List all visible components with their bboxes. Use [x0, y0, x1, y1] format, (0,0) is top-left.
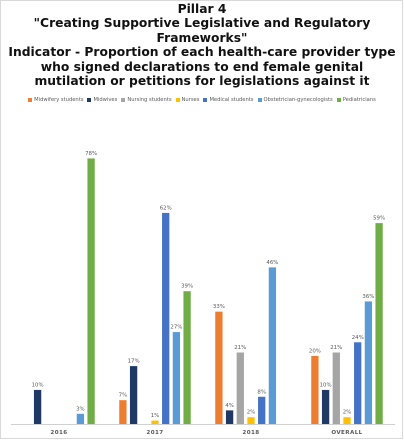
title-line-6: mutilation or petitions for legislations… [34, 74, 370, 89]
legend-label: Obstetrician-gynecologists [263, 97, 333, 103]
title-line-2: "Creating Supportive Legislative and Reg… [33, 16, 371, 31]
x-tick-label: 2017 [146, 430, 163, 436]
bar [311, 355, 319, 424]
bar [364, 301, 373, 424]
bar [258, 396, 266, 424]
legend-label: Nursing students [127, 97, 172, 103]
data-label: 7% [119, 393, 128, 399]
data-label: 10% [320, 382, 332, 388]
data-label: 17% [128, 359, 140, 365]
bar [332, 352, 340, 424]
data-label: 33% [213, 304, 225, 310]
data-label: 62% [160, 205, 172, 211]
data-label: 21% [330, 345, 342, 351]
bar [119, 400, 127, 424]
bar [236, 352, 244, 424]
bar [87, 158, 95, 424]
data-label: 2% [343, 410, 352, 416]
legend-swatch [336, 97, 341, 102]
data-label: 8% [257, 389, 266, 395]
bar [33, 389, 42, 424]
data-label: 2% [247, 410, 256, 416]
bar [321, 389, 330, 424]
legend-item: Midwives [87, 97, 117, 103]
bar [343, 417, 351, 424]
bar [129, 366, 138, 424]
legend-swatch [175, 97, 180, 102]
bar [183, 291, 191, 424]
bar [162, 212, 170, 424]
bar [268, 267, 277, 424]
legend-item: Pediatricians [336, 97, 376, 103]
title-line-5: who signed declarations to end female ge… [40, 59, 364, 74]
chart-title: Pillar 4 "Creating Supportive Legislativ… [0, 2, 404, 88]
legend-label: Midwifery students [34, 97, 84, 103]
data-label: 21% [234, 345, 246, 351]
bar [215, 311, 223, 424]
bar [354, 342, 362, 424]
data-label: 59% [373, 216, 385, 222]
legend-item: Nurses [175, 97, 200, 103]
x-tick-label: OVERALL [331, 430, 362, 436]
title-line-3: Frameworks" [156, 30, 248, 45]
data-label: 39% [181, 284, 193, 290]
bar [172, 332, 181, 424]
legend-swatch [257, 97, 262, 102]
title-line-4: Indicator - Proportion of each health-ca… [8, 45, 396, 60]
legend-label: Nurses [181, 97, 200, 103]
x-tick-label: 2016 [50, 430, 67, 436]
data-label: 46% [266, 260, 278, 266]
legend-swatch [28, 97, 33, 102]
legend-swatch [87, 97, 92, 102]
x-tick-label: 2018 [242, 430, 259, 436]
legend-item: Medical students [203, 97, 254, 103]
bar [225, 410, 234, 424]
legend-label: Midwives [93, 97, 118, 103]
bar [375, 223, 383, 424]
legend-label: Medical students [209, 97, 254, 103]
title-line-1: Pillar 4 [177, 2, 227, 16]
data-label: 1% [151, 413, 160, 419]
bar [151, 420, 159, 424]
data-label: 27% [170, 325, 182, 331]
data-label: 20% [309, 348, 321, 354]
legend-swatch [121, 97, 126, 102]
legend-item: Obstetrician-gynecologists [257, 97, 333, 103]
legend-label: Pediatricians [342, 97, 376, 103]
data-label: 4% [225, 403, 234, 409]
data-label: 10% [32, 382, 44, 388]
data-label: 3% [76, 406, 85, 412]
data-label: 24% [352, 335, 364, 341]
data-label: 36% [362, 294, 374, 300]
bar [247, 417, 255, 424]
legend-item: Nursing students [121, 97, 172, 103]
bar [76, 413, 85, 424]
chart-legend: Midwifery students Midwives Nursing studen… [0, 97, 404, 103]
legend-item: Midwifery students [28, 97, 83, 103]
data-label: 78% [85, 151, 97, 157]
legend-swatch [203, 97, 208, 102]
